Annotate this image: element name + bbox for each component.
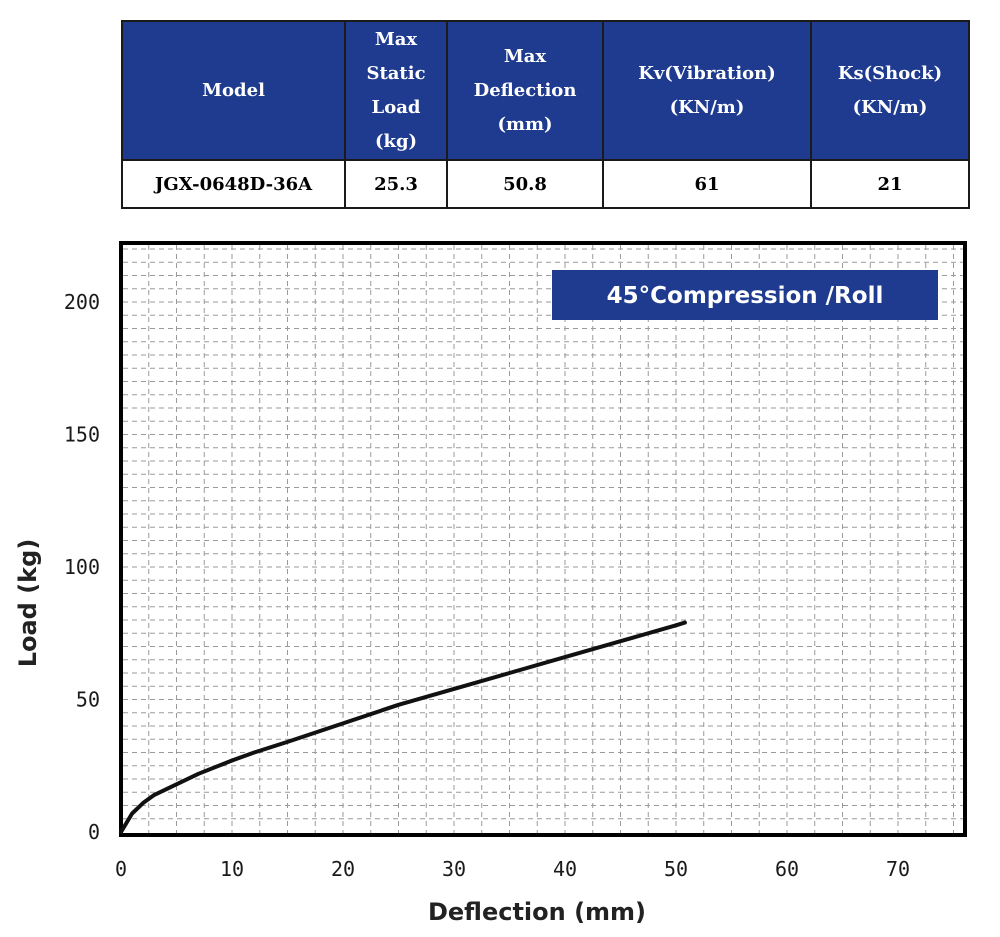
cell-model: JGX-0648D-36A (121, 159, 346, 209)
x-tick-label: 30 (442, 857, 466, 881)
header-kv-vibration: Kv(Vibration) (KN/m) (602, 20, 812, 161)
grid (123, 245, 963, 833)
spec-table: Model Max Static Load (kg) Max Deflectio… (121, 20, 970, 209)
plot-frame (119, 241, 967, 837)
tick-labels: 0 10 20 30 40 50 60 70 0 50 100 150 200 (64, 290, 910, 881)
y-tick-label: 150 (64, 423, 100, 447)
y-tick-label: 0 (88, 820, 100, 844)
x-tick-label: 60 (775, 857, 799, 881)
x-tick-label: 50 (664, 857, 688, 881)
y-tick-label: 100 (64, 555, 100, 579)
header-ks-shock: Ks(Shock) (KN/m) (810, 20, 970, 161)
title-badge (552, 270, 938, 320)
x-tick-label: 40 (553, 857, 577, 881)
cell-ks: 21 (810, 159, 970, 209)
load-deflection-curve (119, 620, 687, 834)
header-max-deflection: Max Deflection (mm) (446, 20, 604, 161)
x-tick-label: 20 (331, 857, 355, 881)
curve-layer (119, 620, 687, 834)
y-tick-label: 50 (76, 688, 100, 712)
table-row: JGX-0648D-36A 25.3 50.8 61 21 (121, 159, 970, 209)
y-tick-label: 200 (64, 290, 100, 314)
header-model: Model (121, 20, 346, 161)
cell-max-deflection: 50.8 (446, 159, 604, 209)
x-tick-label: 70 (886, 857, 910, 881)
header-max-static-load: Max Static Load (kg) (344, 20, 448, 161)
cell-kv: 61 (602, 159, 812, 209)
y-axis-title: Load (kg) (14, 539, 42, 668)
table-header-row: Model Max Static Load (kg) Max Deflectio… (121, 20, 970, 161)
cell-max-static-load: 25.3 (344, 159, 448, 209)
x-axis-title: Deflection (mm) (428, 898, 646, 926)
chart-title: 45°Compression /Roll (607, 283, 884, 309)
x-tick-label: 0 (115, 857, 127, 881)
x-tick-label: 10 (220, 857, 244, 881)
